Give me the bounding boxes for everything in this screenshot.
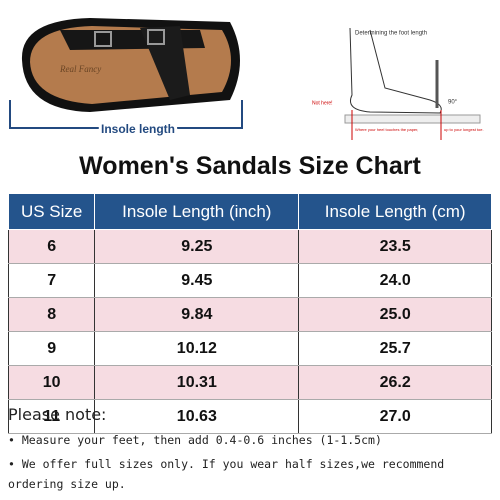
note-item: • Measure your feet, then add 0.4-0.6 in… xyxy=(8,433,382,447)
cell: 9 xyxy=(7,331,96,366)
caption: up to your longest toe. xyxy=(444,127,484,132)
cell: 26.2 xyxy=(298,365,492,400)
foot xyxy=(349,27,442,114)
column-header: Insole Length (inch) xyxy=(94,193,300,230)
label: Insole length xyxy=(101,122,175,136)
size-table: US Size Insole Length (inch) Insole Length… xyxy=(7,193,492,434)
table-row: 7 9.45 24.0 xyxy=(7,263,492,298)
note-item: • We offer full sizes only. If you wear … xyxy=(8,457,445,491)
cell: 10.31 xyxy=(94,365,300,400)
notes: Please note: • Measure your feet, then ad… xyxy=(8,405,494,498)
bracket xyxy=(9,100,243,129)
buckle xyxy=(94,31,112,47)
title: Women's Sandals Size Chart xyxy=(79,152,421,180)
cell: 25.7 xyxy=(298,331,492,366)
table-row: 10 10.31 26.2 xyxy=(7,365,492,400)
ruler xyxy=(344,114,481,124)
notes-heading: Please note: xyxy=(8,405,107,424)
table-body: 6 9.25 23.5 7 9.45 24.0 8 9.84 25.0 9 10.12 25.7 10 1… xyxy=(7,229,492,434)
cell: 10.63 xyxy=(94,399,300,434)
table-row: 9 10.12 25.7 xyxy=(7,331,492,366)
cell: 23.5 xyxy=(298,229,492,264)
cell: 10 xyxy=(7,365,96,400)
strap xyxy=(60,30,205,50)
brand: Real Fancy xyxy=(59,64,101,74)
cell: 7 xyxy=(7,263,96,298)
header-row: US Size Insole Length (inch) Insole Length… xyxy=(7,193,492,230)
angle: 90° xyxy=(448,100,458,106)
caption: Where your heel touches the paper, xyxy=(355,127,418,132)
cell: 9.25 xyxy=(94,229,300,264)
cell: 6 xyxy=(7,229,96,264)
column-header: US Size xyxy=(7,193,96,230)
cell: 24.0 xyxy=(298,263,492,298)
cell: 25.0 xyxy=(298,297,492,332)
buckle xyxy=(147,29,165,45)
table-row: 11 10.63 27.0 xyxy=(7,399,492,434)
cell: 11 xyxy=(7,399,96,434)
cell: 27.0 xyxy=(298,399,492,434)
diagram-title: Determining the foot length xyxy=(355,31,427,37)
table-row: 6 9.25 23.5 xyxy=(7,229,492,264)
product-images: Real Fancy Insole length Determining the… xyxy=(0,0,484,150)
cell: 10.12 xyxy=(94,331,300,366)
cell: 8 xyxy=(7,297,96,332)
warning: Not here! xyxy=(312,100,333,106)
cell: 9.45 xyxy=(94,263,300,298)
table-row: 8 9.84 25.0 xyxy=(7,297,492,332)
cell: 9.84 xyxy=(94,297,300,332)
column-header: Insole Length (cm) xyxy=(298,193,492,230)
